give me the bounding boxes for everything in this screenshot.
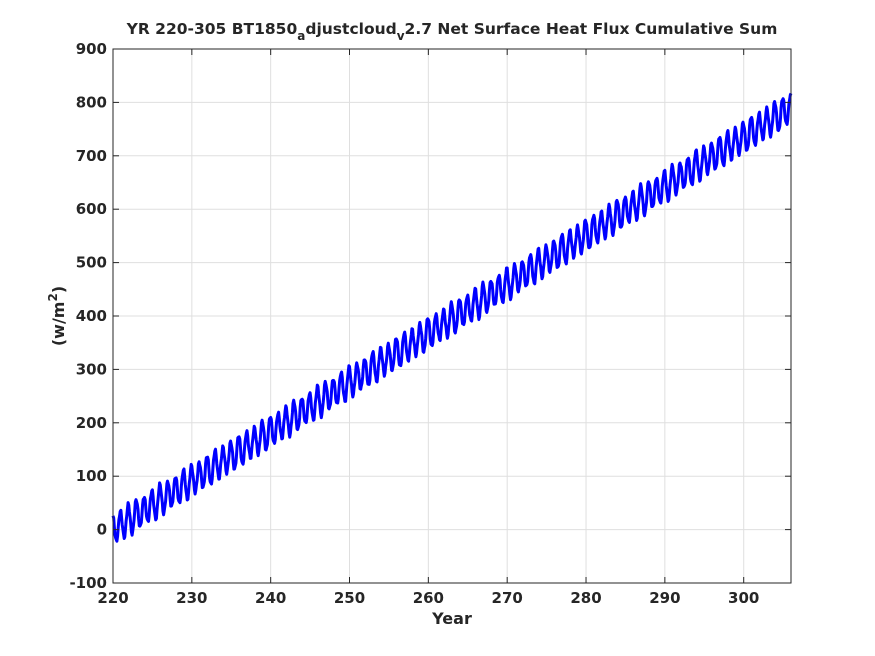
y-tick-label: 0 — [97, 521, 107, 539]
y-tick-label: 800 — [76, 93, 107, 111]
y-axis-label: (w/m2) — [46, 286, 68, 346]
y-tick-label: -100 — [69, 574, 107, 592]
y-tick-label: 400 — [76, 307, 107, 325]
series-layer — [111, 92, 793, 543]
x-tick-label: 240 — [255, 589, 286, 607]
y-axis-label-close: ) — [49, 286, 68, 293]
x-tick-label: 230 — [176, 589, 207, 607]
title-subscript-v: v — [397, 29, 405, 43]
y-axis-label-base: (w/m — [49, 302, 68, 347]
title-tail: 2.7 Net Surface Heat Flux Cumulative Sum — [405, 20, 778, 38]
y-tick-label: 900 — [76, 40, 107, 58]
x-tick-label: 280 — [570, 589, 601, 607]
x-tick-label: 300 — [728, 589, 759, 607]
y-tick-label: 700 — [76, 147, 107, 165]
y-tick-label: 600 — [76, 200, 107, 218]
chart-title: YR 220-305 BT1850adjustcloudv2.7 Net Sur… — [126, 20, 778, 43]
y-tick-label: 500 — [76, 254, 107, 272]
ticks — [112, 48, 791, 584]
y-tick-labels: -100 0 100 200 300 400 500 600 700 800 900 — [69, 40, 107, 592]
y-tick-label: 300 — [76, 360, 107, 378]
y-axis-label-superscript: 2 — [46, 293, 60, 301]
y-tick-label: 100 — [76, 467, 107, 485]
title-mid: djustcloud — [305, 20, 396, 38]
x-tick-label: 260 — [413, 589, 444, 607]
x-tick-label: 250 — [334, 589, 365, 607]
x-axis-label: Year — [431, 609, 472, 628]
x-tick-labels: 220 230 240 250 260 270 280 290 300 — [97, 589, 759, 607]
x-tick-label: 290 — [649, 589, 680, 607]
series-line — [111, 92, 793, 543]
x-tick-label: 220 — [97, 589, 128, 607]
title-subscript-a: a — [297, 29, 305, 43]
x-tick-label: 270 — [492, 589, 523, 607]
y-tick-label: 200 — [76, 414, 107, 432]
grid — [113, 49, 791, 583]
title-lead: YR 220-305 BT1850 — [126, 20, 298, 38]
